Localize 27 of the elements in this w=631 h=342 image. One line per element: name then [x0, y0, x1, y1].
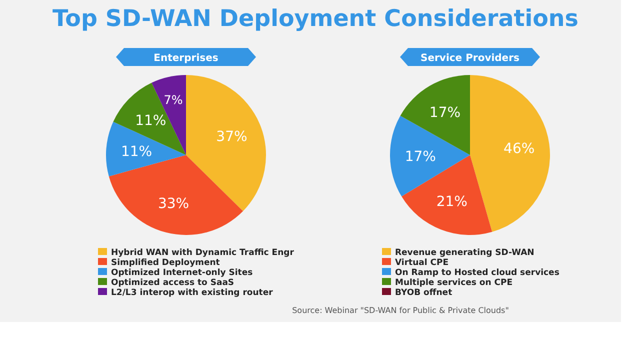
source-note: Source: Webinar "SD-WAN for Public & Private Clouds" — [292, 306, 509, 315]
data-label: 46% — [504, 141, 535, 158]
data-label: 37% — [216, 128, 248, 145]
legend-label: Simplified Deployment — [111, 258, 220, 268]
data-label: 17% — [429, 105, 461, 122]
legend-label: L2/L3 interop with existing router — [111, 288, 274, 298]
legend-label: Revenue generating SD-WAN — [395, 248, 534, 258]
chart-title: Top SD-WAN Deployment Considerations — [52, 6, 578, 32]
data-label: 11% — [135, 113, 166, 130]
legend-label: Optimized access to SaaS — [111, 278, 234, 288]
legend-label: Hybrid WAN with Dynamic Traffic Engr — [111, 248, 295, 258]
data-label: 17% — [404, 148, 436, 165]
legend-label: Multiple services on CPE — [395, 278, 513, 288]
chart-subtitle: Enterprises — [154, 53, 218, 64]
pie-slice — [470, 75, 550, 232]
legend-label: Virtual CPE — [395, 258, 449, 268]
data-label: 11% — [120, 144, 152, 160]
pie-slice — [113, 82, 186, 155]
pie-slice — [390, 116, 470, 196]
legend-label: Optimized Internet-only Sites — [111, 268, 253, 278]
pie-slice — [108, 155, 244, 235]
legend-label: BYOB offnet — [395, 288, 452, 298]
legend-label: On Ramp to Hosted cloud services — [395, 268, 560, 278]
data-label: 7% — [164, 92, 183, 107]
chart-subtitle: Service Providers — [420, 53, 520, 64]
data-label: 21% — [436, 194, 468, 210]
data-label: 33% — [158, 196, 190, 212]
